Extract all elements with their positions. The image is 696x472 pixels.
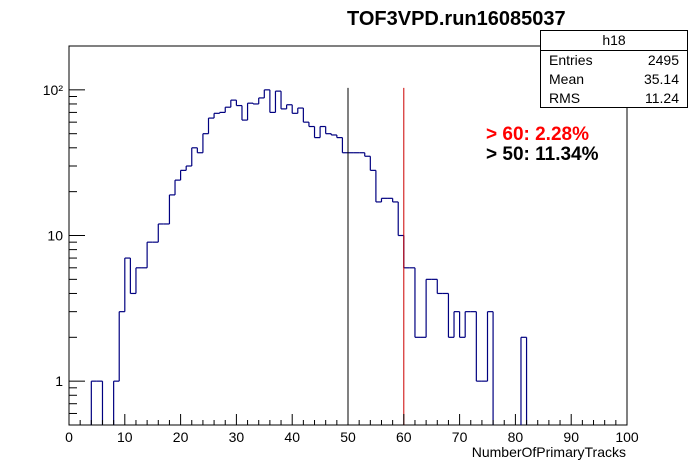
x-axis-label: NumberOfPrimaryTracks <box>472 444 626 460</box>
stats-value-entries: 2495 <box>647 52 679 68</box>
x-tick-label: 0 <box>65 429 73 445</box>
stats-row-rms: RMS 11.24 <box>541 89 687 108</box>
y-axis: 1 10 10² <box>43 45 85 426</box>
x-tick-label: 90 <box>563 429 579 445</box>
x-tick-label: 50 <box>340 429 356 445</box>
x-tick-label: 20 <box>173 429 189 445</box>
x-tick-label: 100 <box>615 429 639 445</box>
x-tick-label: 40 <box>284 429 300 445</box>
y-tick-label: 1 <box>55 373 63 389</box>
stats-label-rms: RMS <box>549 90 581 106</box>
stats-row-entries: Entries 2495 <box>541 51 687 70</box>
y-tick-label: 10² <box>43 82 64 98</box>
annotation-gt50: > 50: 11.34% <box>486 144 599 165</box>
x-tick-label: 30 <box>229 429 245 445</box>
histogram-layer <box>90 89 528 425</box>
stats-label-mean: Mean <box>549 71 585 87</box>
x-tick-label: 60 <box>396 429 412 445</box>
stats-label-entries: Entries <box>549 52 593 68</box>
annotation-gt60: > 60: 2.28% <box>486 124 589 145</box>
stats-value-mean: 35.14 <box>643 71 679 87</box>
stats-value-rms: 11.24 <box>645 90 679 106</box>
annotations: > 60: 2.28% > 50: 11.34% <box>486 124 599 165</box>
chart-title: TOF3VPD.run16085037 <box>347 8 566 30</box>
stats-box: h18 Entries 2495 Mean 35.14 RMS 11.24 <box>540 30 688 108</box>
x-tick-label: 70 <box>452 429 468 445</box>
x-axis: 0 10 20 30 40 50 60 70 80 90 100 <box>65 414 639 445</box>
stats-row-mean: Mean 35.14 <box>541 70 687 89</box>
x-tick-label: 80 <box>508 429 524 445</box>
x-tick-label: 10 <box>117 429 133 445</box>
cut-lines <box>347 87 405 425</box>
y-tick-label: 10 <box>47 228 63 244</box>
stats-histogram-name: h18 <box>541 31 687 51</box>
